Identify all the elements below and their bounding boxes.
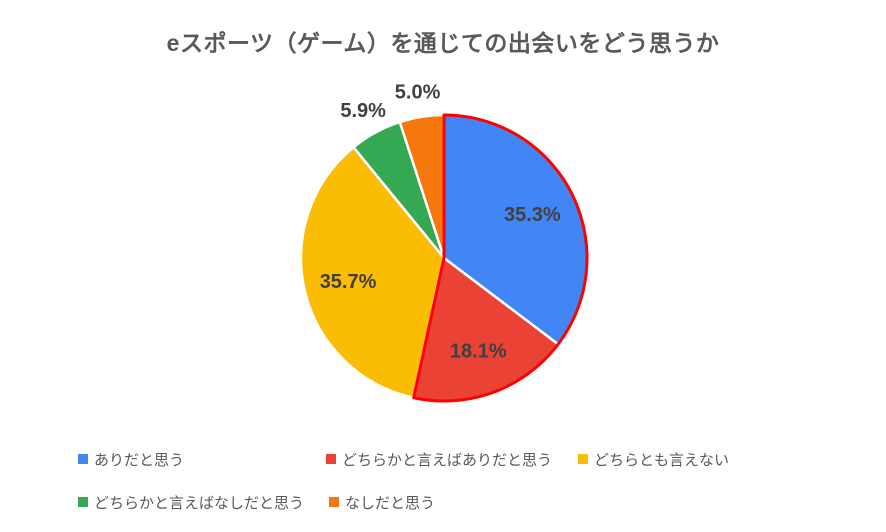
legend-item-1[interactable]: どちらかと言えばありだと思う: [326, 450, 553, 469]
legend-item-2[interactable]: どちらとも言えない: [578, 450, 730, 469]
legend-label: ありだと思う: [94, 451, 185, 469]
legend-label: どちらかと言えばなしだと思う: [94, 494, 305, 512]
legend-swatch-icon: [326, 454, 336, 464]
chart-title: eスポーツ（ゲーム）を通じての出会いをどう思うか: [166, 30, 720, 56]
pie-chart[interactable]: 35.3% 18.1% 35.7% 5.9% 5.0%: [0, 0, 886, 440]
data-label-0: 35.3%: [504, 204, 561, 226]
pie-slice-2[interactable]: [299, 145, 446, 399]
legend-swatch-icon: [329, 497, 339, 507]
data-label-3: 5.9%: [340, 100, 386, 122]
legend-swatch-icon: [78, 454, 88, 464]
data-label-4: 5.0%: [395, 81, 441, 103]
legend-swatch-icon: [578, 454, 588, 464]
legend-item-4[interactable]: なしだと思う: [329, 493, 436, 512]
legend-swatch-icon: [78, 497, 88, 507]
data-label-2: 35.7%: [320, 271, 377, 293]
legend-label: どちらとも言えない: [594, 451, 730, 469]
data-label-1: 18.1%: [450, 341, 507, 363]
legend-label: どちらかと言えばありだと思う: [342, 451, 553, 469]
legend-item-3[interactable]: どちらかと言えばなしだと思う: [78, 493, 305, 512]
legend-label: なしだと思う: [345, 494, 436, 512]
highlight-outline: [412, 113, 589, 403]
legend-item-0[interactable]: ありだと思う: [78, 450, 185, 469]
